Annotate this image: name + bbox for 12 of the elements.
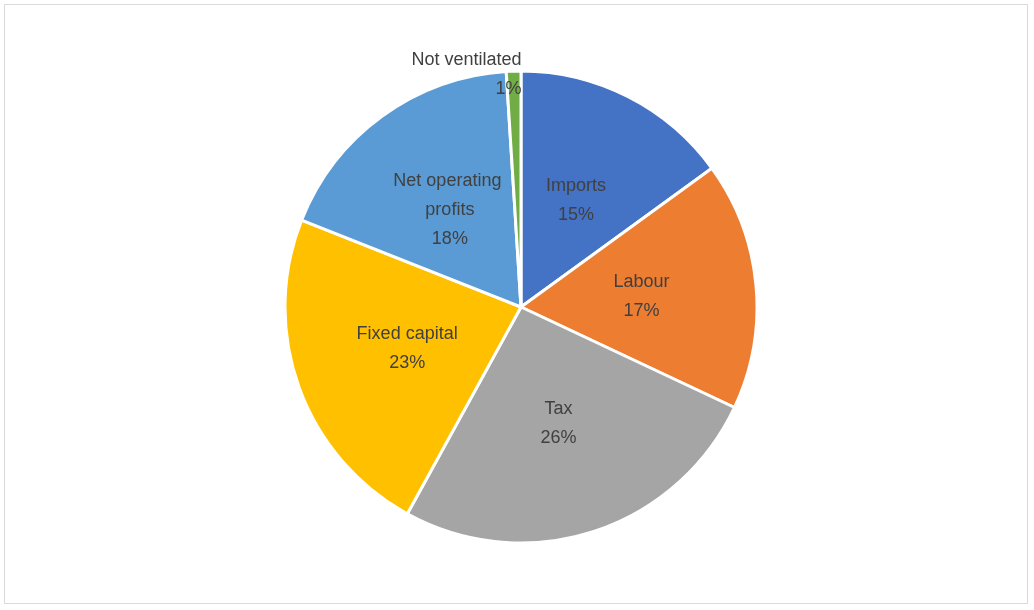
slice-label: Tax [544,397,573,418]
data-label: 15% [557,203,594,224]
data-label: 18% [431,228,468,249]
slice-label: Fixed capital [356,323,458,344]
slice-label: Imports [545,174,606,195]
data-label: 1% [495,77,522,98]
data-label: 26% [540,426,577,447]
data-label: 17% [623,300,660,321]
slice-label: Net operating profits [393,170,507,220]
slice-label: Not ventilated [411,48,522,69]
data-label: 23% [389,352,426,373]
slice-label: Labour [613,271,670,292]
